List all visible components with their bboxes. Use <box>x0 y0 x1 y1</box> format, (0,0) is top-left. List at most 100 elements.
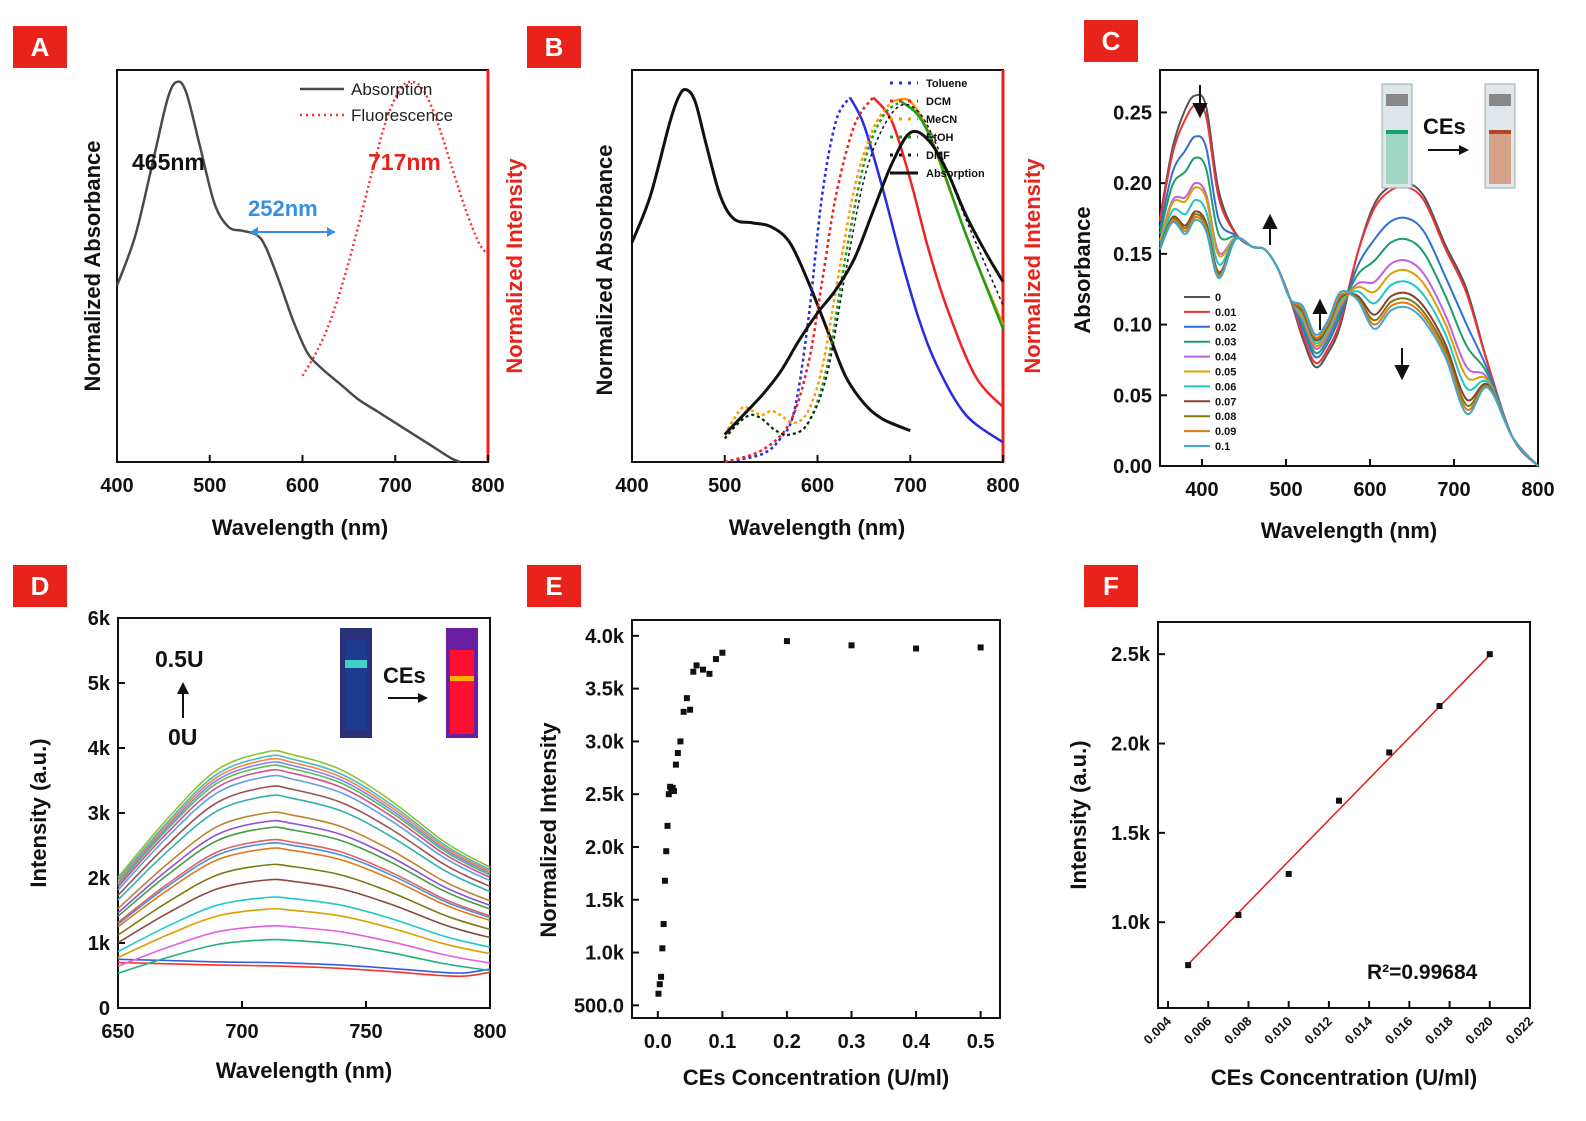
panel-c-line-0 <box>1159 93 1539 467</box>
panel-c-legend-label: 0.06 <box>1215 381 1236 393</box>
panel-f-ytick-label: 2.0k <box>1111 734 1151 756</box>
panel-f-r2-label: R²=0.99684 <box>1367 961 1478 984</box>
panel-f-xtick-label: 0.014 <box>1342 1013 1376 1047</box>
panel-e-point <box>977 644 984 651</box>
panel-e-point <box>913 645 920 652</box>
panel-f-ytick-label: 1.5k <box>1111 823 1151 845</box>
panel-d-line <box>117 794 491 901</box>
panel-f-fit-line <box>1187 654 1491 965</box>
panel-c-line-0.09 <box>1159 216 1539 467</box>
panel-b-legend: Toluene DCM MeCN EtOH DMF Absorption <box>890 78 985 180</box>
panel-e: E 0.0 0.1 0.2 0.3 0.4 0.5 500.0 1.0k 1.5k 2.0k 2.5… <box>527 565 1001 1090</box>
panel-e-point <box>672 761 679 768</box>
panel-c-vial-before-cap <box>1386 94 1408 106</box>
panel-b-series <box>630 88 1005 464</box>
panel-b-axes-frame <box>631 69 1004 463</box>
panel-a-label-bg <box>13 26 67 68</box>
panel-e-xtick-label: 0.5 <box>967 1031 995 1053</box>
panel-b-line-toluene-rise <box>724 96 852 464</box>
panel-c-label: C <box>1102 26 1121 56</box>
panel-b-legend-etoh: EtOH <box>926 132 954 144</box>
panel-f-y-title: Intensity (a.u.) <box>1066 740 1091 889</box>
panel-e-point <box>655 990 662 997</box>
panel-f-label: F <box>1103 571 1119 601</box>
panel-c-inset: CEs <box>1381 83 1516 189</box>
panel-b-y-title-right: Normalized Intensity <box>1020 158 1045 374</box>
panel-f-xtick-label: 0.020 <box>1462 1014 1496 1048</box>
panel-e-xtick-label: 0.3 <box>838 1031 866 1053</box>
panel-e-xtick-label: 0.2 <box>773 1031 801 1053</box>
panel-d-line <box>117 826 491 917</box>
panel-c-ytick-label: 0.25 <box>1113 102 1152 124</box>
panel-e-x-title: CEs Concentration (U/ml) <box>683 1065 949 1090</box>
panel-f-ytick-label: 1.0k <box>1111 912 1151 934</box>
panel-a-fluorescence-line <box>301 80 489 377</box>
panel-e-ytick-label: 1.5k <box>585 890 625 912</box>
panel-c-vial-before-meniscus <box>1386 130 1408 134</box>
panel-c-ytick-label: 0.00 <box>1113 456 1152 478</box>
panel-a-peak-fl-label: 717nm <box>368 149 441 175</box>
panel-d-vial-before-liquid <box>345 640 367 730</box>
panel-e-point <box>687 706 694 713</box>
panel-b-label: B <box>545 32 564 62</box>
panel-b-line-mecn-rise <box>723 100 893 436</box>
panel-d-line <box>117 761 491 884</box>
panel-f-label-bg <box>1084 565 1138 607</box>
panel-e-label-bg <box>527 565 581 607</box>
panel-c-legend-label: 0.08 <box>1215 411 1236 423</box>
panel-c-vial-after-cap <box>1489 94 1511 106</box>
panel-c-xtick-label: 600 <box>1353 479 1386 501</box>
panel-e-point <box>706 670 713 677</box>
panel-a-y-title-left: Normalized Absorbance <box>80 140 105 391</box>
panel-a-absorption-line <box>115 80 461 464</box>
panel-c-y-title: Absorbance <box>1070 206 1095 333</box>
panel-d-annotation-bottom: 0U <box>168 724 197 750</box>
panel-d: D 650 700 750 800 0 1k 2k 3k 4k 5k 6k Wavelength (… <box>13 565 507 1083</box>
panel-e-point <box>690 668 697 675</box>
panel-e-ytick-label: 3.5k <box>585 679 625 701</box>
panel-c-line-0.04 <box>1159 182 1539 467</box>
panel-d-vial-before-glow <box>345 660 367 668</box>
panel-d-line <box>117 754 491 881</box>
panel-d-annotation-arrowhead <box>177 682 189 694</box>
panel-c-label-bg <box>1084 20 1138 62</box>
panel-b-label-bg <box>527 26 581 68</box>
panel-c-ytick-label: 0.10 <box>1113 315 1152 337</box>
panel-b-xtick-label: 600 <box>801 475 834 497</box>
panel-f-point <box>1386 749 1393 756</box>
panel-c-vial-before-liquid <box>1386 130 1408 184</box>
panel-d-annotation-top: 0.5U <box>155 646 204 672</box>
panel-b-xtick-label: 800 <box>986 475 1019 497</box>
panel-e-axes-frame <box>631 619 1001 1019</box>
panel-e-point <box>719 649 726 656</box>
panel-b-xtick-label: 700 <box>894 475 927 497</box>
panel-b-line-dcm <box>872 96 1004 408</box>
panel-b: B 400 500 600 700 800 Wavelength (nm) Normal… <box>527 26 1045 540</box>
panel-e-point <box>665 791 672 798</box>
panel-b-x-title: Wavelength (nm) <box>729 515 905 540</box>
panel-a-shift-label: 252nm <box>248 196 318 221</box>
panel-d-xtick-label: 750 <box>349 1021 382 1043</box>
panel-b-xtick-label: 400 <box>615 475 648 497</box>
panel-e-ytick-label: 4.0k <box>585 626 625 648</box>
panel-f-point <box>1335 797 1342 804</box>
panel-b-line-toluene <box>848 96 1004 444</box>
panel-c-line-0.06 <box>1159 199 1539 467</box>
panel-b-line-etoh <box>900 100 1005 330</box>
panel-b-xtick-label: 500 <box>708 475 741 497</box>
panel-c-vial-after-meniscus <box>1489 130 1511 134</box>
panel-c-xtick-label: 800 <box>1521 479 1554 501</box>
panel-e-xtick-label: 0.1 <box>708 1031 736 1053</box>
panel-c-xtick-label: 400 <box>1185 479 1218 501</box>
panel-c-ytick-label: 0.05 <box>1113 385 1152 407</box>
panel-c-xtick-label: 500 <box>1269 479 1302 501</box>
panel-c-ytick-label: 0.20 <box>1113 173 1152 195</box>
panel-d-line <box>117 768 491 888</box>
panel-c-line-0.05 <box>1159 186 1539 467</box>
panel-e-xtick-label: 0.0 <box>644 1031 672 1053</box>
panel-f-ticks: 0.004 0.006 0.008 0.010 0.012 0.014 0.016 0.018… <box>1111 644 1536 1047</box>
panel-f-xtick-label: 0.010 <box>1261 1014 1295 1048</box>
panel-e-ytick-label: 2.0k <box>585 837 625 859</box>
